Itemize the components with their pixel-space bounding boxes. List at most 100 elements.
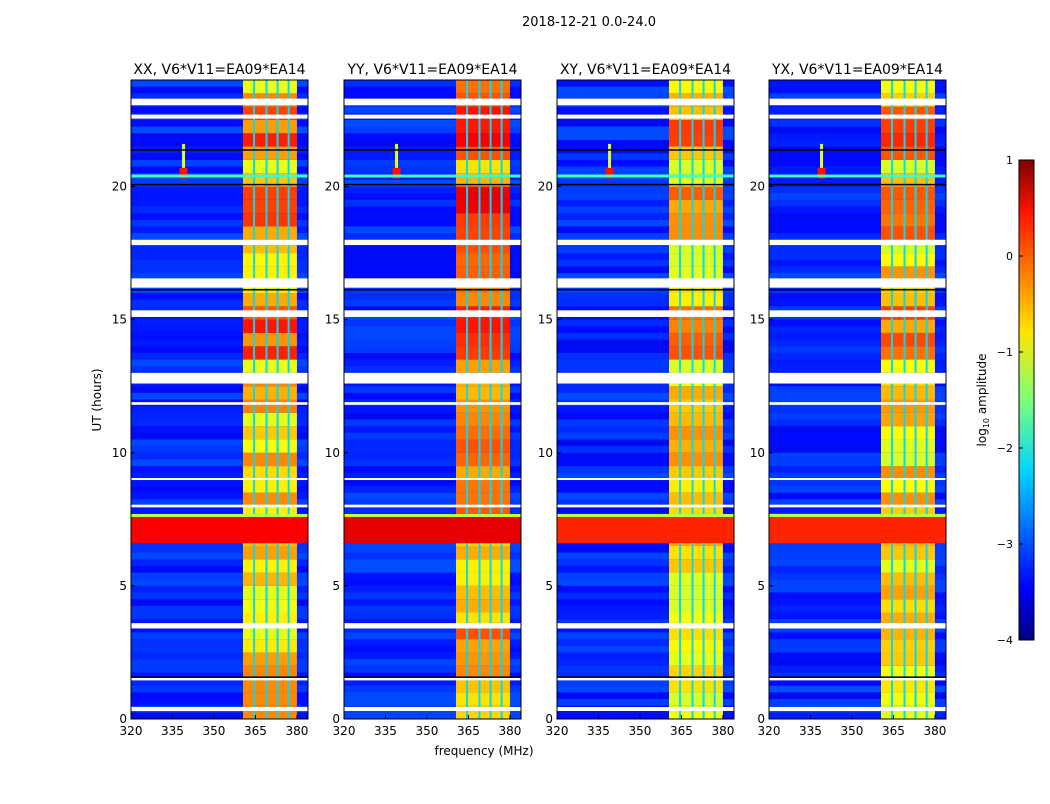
heatmap-row bbox=[344, 186, 521, 194]
heatmap-row bbox=[769, 106, 946, 114]
rfi-band-cell bbox=[669, 226, 723, 240]
heatmap-row bbox=[344, 639, 521, 646]
heatmap-row bbox=[344, 233, 521, 240]
heatmap-row bbox=[557, 319, 734, 327]
flagged-row bbox=[344, 623, 521, 629]
heatmap-row bbox=[769, 359, 946, 367]
heatmap-row bbox=[769, 366, 946, 373]
flagged-row bbox=[344, 310, 521, 317]
heatmap-row bbox=[131, 86, 308, 94]
rfi-band-cell bbox=[243, 213, 297, 227]
heatmap-row bbox=[131, 459, 308, 467]
heatmap-row bbox=[131, 659, 308, 666]
heatmap-row bbox=[769, 545, 946, 553]
heatmap-row bbox=[131, 665, 308, 673]
rfi-band-cell bbox=[243, 199, 297, 214]
heatmap-row bbox=[344, 452, 521, 460]
heatmap-row bbox=[344, 206, 521, 214]
rfi-band-cell bbox=[669, 213, 723, 227]
heatmap-row bbox=[344, 126, 521, 134]
rfi-band-cell bbox=[243, 226, 297, 240]
scan-boundary bbox=[344, 149, 521, 151]
flagged-row bbox=[769, 623, 946, 629]
rfi-band-cell bbox=[881, 159, 935, 174]
heatmap-row bbox=[131, 253, 308, 260]
panel-title: YX, V6*V11=EA09*EA14 bbox=[771, 62, 943, 78]
rfi-band-cell bbox=[243, 665, 297, 680]
heatmap-row bbox=[769, 599, 946, 606]
rfi-band-cell bbox=[243, 692, 297, 706]
heatmap-row bbox=[344, 432, 521, 440]
heatmap-row bbox=[769, 86, 946, 94]
heatmap-row bbox=[557, 699, 734, 706]
heatmap-row bbox=[557, 672, 734, 680]
heatmap-row bbox=[557, 179, 734, 187]
scan-boundary bbox=[769, 183, 946, 186]
heatmap-row bbox=[344, 652, 521, 660]
subband-edge bbox=[925, 80, 928, 719]
rfi-band-cell bbox=[243, 572, 297, 586]
scan-boundary bbox=[557, 676, 734, 678]
rfi-band-cell bbox=[243, 359, 297, 373]
rfi-band-cell bbox=[456, 585, 510, 600]
heatmap-row bbox=[131, 612, 308, 620]
flagged-row bbox=[769, 677, 946, 681]
rfi-line bbox=[131, 174, 308, 178]
heatmap-row bbox=[769, 552, 946, 560]
rfi-spike bbox=[395, 143, 399, 179]
figure-title: 2018-12-21 0.0-24.0 bbox=[522, 15, 656, 30]
heatmap-row bbox=[769, 166, 946, 174]
flagged-row bbox=[131, 239, 308, 246]
rfi-band-cell bbox=[669, 359, 723, 373]
flagged-row bbox=[131, 623, 308, 629]
subband-edge bbox=[253, 80, 256, 719]
rfi-band-cell bbox=[243, 652, 297, 666]
y-tick-label: 0 bbox=[757, 712, 765, 726]
heatmap-row bbox=[131, 499, 308, 506]
rfi-band-cell bbox=[243, 332, 297, 347]
heatmap-row bbox=[131, 506, 308, 513]
heatmap-row bbox=[131, 565, 308, 573]
heatmap-row bbox=[769, 233, 946, 240]
heatmap-row bbox=[131, 126, 308, 134]
heatmap-row bbox=[557, 479, 734, 487]
rfi-line bbox=[344, 174, 521, 178]
rfi-band-cell bbox=[456, 332, 510, 347]
heatmap-row bbox=[769, 699, 946, 706]
rfi-band-cell bbox=[456, 625, 510, 640]
heatmap-row bbox=[769, 625, 946, 633]
heatmap-row bbox=[131, 585, 308, 593]
colorbar: log10 amplitude −4 −3 −2 −1 0 1 bbox=[975, 154, 1035, 647]
heatmap-row bbox=[557, 639, 734, 646]
heatmap-row bbox=[131, 226, 308, 234]
heatmap-row bbox=[344, 319, 521, 327]
rfi-band-cell bbox=[456, 639, 510, 653]
panel-2: XY, V6*V11=EA09*EA14 320 335 350 365 380 0 5 10 1… bbox=[538, 62, 735, 738]
panel-3: YX, V6*V11=EA09*EA14 320 335 350 365 380 0 5 10 1… bbox=[750, 62, 947, 738]
rfi-band-cell bbox=[243, 679, 297, 693]
rfi-band-cell bbox=[243, 386, 297, 400]
flagged-row bbox=[557, 114, 734, 119]
heatmap-row bbox=[344, 153, 521, 160]
axes-frame bbox=[343, 79, 522, 720]
heatmap-row bbox=[344, 346, 521, 353]
flagged-row bbox=[769, 98, 946, 106]
colorbar-tick-label: 0 bbox=[1006, 250, 1013, 263]
heatmap-row bbox=[557, 446, 734, 453]
heatmap-row bbox=[344, 253, 521, 260]
rfi-band-cell bbox=[243, 186, 297, 200]
colorbar-tick-label: −3 bbox=[997, 538, 1013, 551]
scan-boundary bbox=[131, 676, 308, 678]
heatmap-row bbox=[344, 492, 521, 500]
heatmap-row bbox=[344, 672, 521, 680]
heatmap-row bbox=[769, 352, 946, 360]
rfi-band-cell bbox=[243, 119, 297, 134]
heatmap-row bbox=[769, 472, 946, 480]
rfi-band-cell bbox=[881, 439, 935, 453]
subband-edge bbox=[478, 80, 481, 719]
heatmap-row bbox=[344, 299, 521, 307]
heatmap-row bbox=[344, 306, 521, 313]
subband-edge bbox=[713, 80, 716, 719]
heatmap-row bbox=[769, 326, 946, 333]
heatmap-row bbox=[131, 472, 308, 480]
